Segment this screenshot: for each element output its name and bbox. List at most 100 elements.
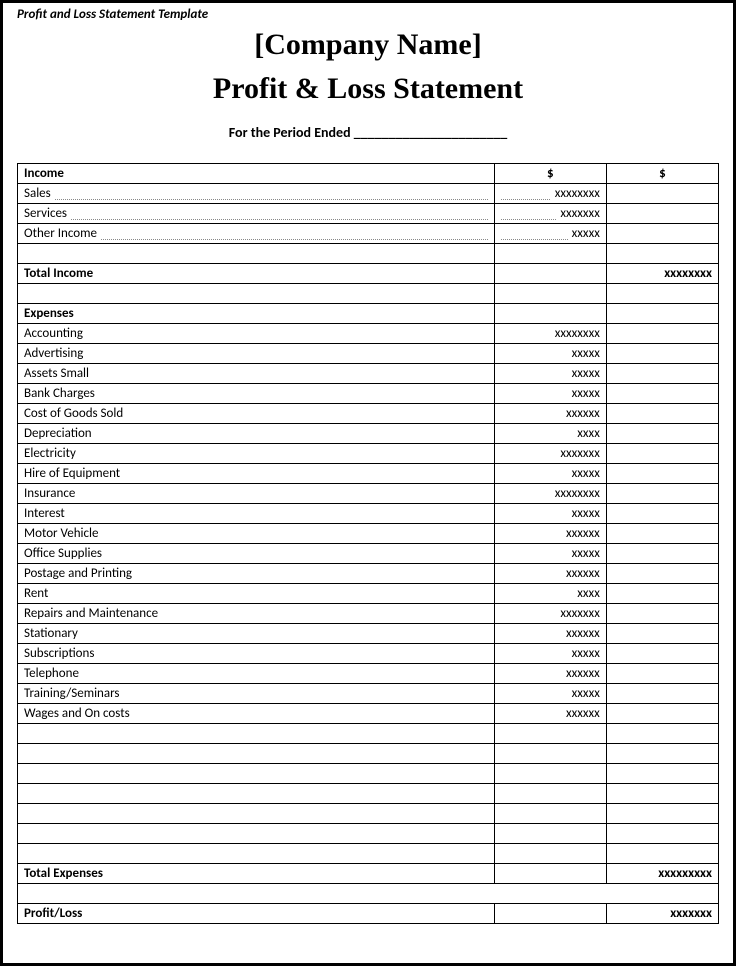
expense-row-total[interactable]	[606, 424, 718, 444]
expense-row-total[interactable]	[606, 544, 718, 564]
expense-blank-total[interactable]	[606, 844, 718, 864]
profit-loss-value: xxxxxxx	[606, 904, 718, 924]
expense-row-total[interactable]	[606, 324, 718, 344]
spacer-1	[18, 284, 495, 304]
expense-row-total[interactable]	[606, 564, 718, 584]
expense-row-label: Motor Vehicle	[18, 524, 495, 544]
expense-row-amount[interactable]: xxxxxx	[494, 564, 606, 584]
income-row-total[interactable]	[606, 224, 718, 244]
expense-blank-total[interactable]	[606, 784, 718, 804]
expense-row-total[interactable]	[606, 464, 718, 484]
expense-row-total[interactable]	[606, 344, 718, 364]
expense-blank-total[interactable]	[606, 744, 718, 764]
expense-row-total[interactable]	[606, 364, 718, 384]
expense-row-amount[interactable]: xxxxx	[494, 504, 606, 524]
expense-row-total[interactable]	[606, 704, 718, 724]
expense-row-amount[interactable]: xxxx	[494, 424, 606, 444]
expense-row-amount[interactable]: xxxxx	[494, 384, 606, 404]
document-caption: Profit and Loss Statement Template	[17, 7, 719, 22]
expenses-col1	[494, 304, 606, 324]
expense-row-total[interactable]	[606, 504, 718, 524]
expense-row-total[interactable]	[606, 444, 718, 464]
expense-row-amount[interactable]: xxxxx	[494, 684, 606, 704]
expense-blank-amount[interactable]	[494, 824, 606, 844]
expense-blank-label[interactable]	[18, 724, 495, 744]
expense-row-total[interactable]	[606, 484, 718, 504]
expense-row-amount[interactable]: xxxxxxxx	[494, 324, 606, 344]
expense-blank-total[interactable]	[606, 824, 718, 844]
col-currency-2: $	[606, 164, 718, 184]
total-income-amt	[494, 264, 606, 284]
expense-row-amount[interactable]: xxxxxx	[494, 624, 606, 644]
expense-row-amount[interactable]: xxxxxx	[494, 664, 606, 684]
expense-row-total[interactable]	[606, 624, 718, 644]
expense-row-amount[interactable]: xxxxxxxx	[494, 484, 606, 504]
expense-row-total[interactable]	[606, 404, 718, 424]
expense-row-total[interactable]	[606, 684, 718, 704]
income-blank	[18, 244, 495, 264]
expense-row-label: Depreciation	[18, 424, 495, 444]
period-blank[interactable]: ______________________	[354, 124, 507, 141]
expense-blank-amount[interactable]	[494, 844, 606, 864]
income-row-amount[interactable]: xxxxxxx	[494, 204, 606, 224]
page-frame: Profit and Loss Statement Template [Comp…	[0, 0, 736, 966]
expense-row-total[interactable]	[606, 664, 718, 684]
income-heading: Income	[18, 164, 495, 184]
col-currency-1: $	[494, 164, 606, 184]
expense-blank-amount[interactable]	[494, 764, 606, 784]
gap	[18, 884, 719, 904]
expense-row-amount[interactable]: xxxxxxx	[494, 444, 606, 464]
income-row-total[interactable]	[606, 184, 718, 204]
expense-row-total[interactable]	[606, 584, 718, 604]
period-label: For the Period Ended	[229, 124, 351, 141]
expense-blank-label[interactable]	[18, 764, 495, 784]
expense-blank-amount[interactable]	[494, 724, 606, 744]
expense-row-total[interactable]	[606, 604, 718, 624]
expense-blank-total[interactable]	[606, 804, 718, 824]
expense-row-label: Postage and Printing	[18, 564, 495, 584]
expense-blank-label[interactable]	[18, 824, 495, 844]
expense-blank-amount[interactable]	[494, 784, 606, 804]
expense-blank-label[interactable]	[18, 804, 495, 824]
income-blank-amt[interactable]	[494, 244, 606, 264]
expense-row-amount[interactable]: xxxxxx	[494, 404, 606, 424]
income-row-label: Sales	[18, 184, 495, 204]
expense-row-amount[interactable]: xxxx	[494, 584, 606, 604]
expense-blank-amount[interactable]	[494, 804, 606, 824]
income-blank-tot[interactable]	[606, 244, 718, 264]
pl-table: Income$$SalesxxxxxxxxServicesxxxxxxxOthe…	[17, 163, 719, 924]
expense-row-label: Subscriptions	[18, 644, 495, 664]
total-income-label: Total Income	[18, 264, 495, 284]
expense-row-total[interactable]	[606, 644, 718, 664]
expense-row-label: Wages and On costs	[18, 704, 495, 724]
expense-row-amount[interactable]: xxxxx	[494, 364, 606, 384]
expense-row-label: Telephone	[18, 664, 495, 684]
expense-blank-amount[interactable]	[494, 744, 606, 764]
statement-title: Profit & Loss Statement	[17, 72, 719, 106]
expense-row-amount[interactable]: xxxxx	[494, 544, 606, 564]
expense-row-total[interactable]	[606, 384, 718, 404]
expense-blank-total[interactable]	[606, 724, 718, 744]
income-row-amount[interactable]: xxxxx	[494, 224, 606, 244]
income-row-amount[interactable]: xxxxxxxx	[494, 184, 606, 204]
profit-loss-amt	[494, 904, 606, 924]
expense-blank-label[interactable]	[18, 844, 495, 864]
profit-loss-label: Profit/Loss	[18, 904, 495, 924]
expense-row-total[interactable]	[606, 524, 718, 544]
expense-row-amount[interactable]: xxxxx	[494, 344, 606, 364]
expense-blank-label[interactable]	[18, 784, 495, 804]
total-expenses-amt	[494, 864, 606, 884]
expense-row-amount[interactable]: xxxxxxx	[494, 604, 606, 624]
expense-row-amount[interactable]: xxxxx	[494, 464, 606, 484]
expense-blank-label[interactable]	[18, 744, 495, 764]
expense-row-label: Stationary	[18, 624, 495, 644]
expense-row-amount[interactable]: xxxxx	[494, 644, 606, 664]
expense-blank-total[interactable]	[606, 764, 718, 784]
expense-row-amount[interactable]: xxxxxx	[494, 524, 606, 544]
expense-row-label: Hire of Equipment	[18, 464, 495, 484]
expense-row-label: Rent	[18, 584, 495, 604]
income-row-total[interactable]	[606, 204, 718, 224]
expense-row-amount[interactable]: xxxxxx	[494, 704, 606, 724]
spacer-1b	[606, 284, 718, 304]
expense-row-label: Office Supplies	[18, 544, 495, 564]
